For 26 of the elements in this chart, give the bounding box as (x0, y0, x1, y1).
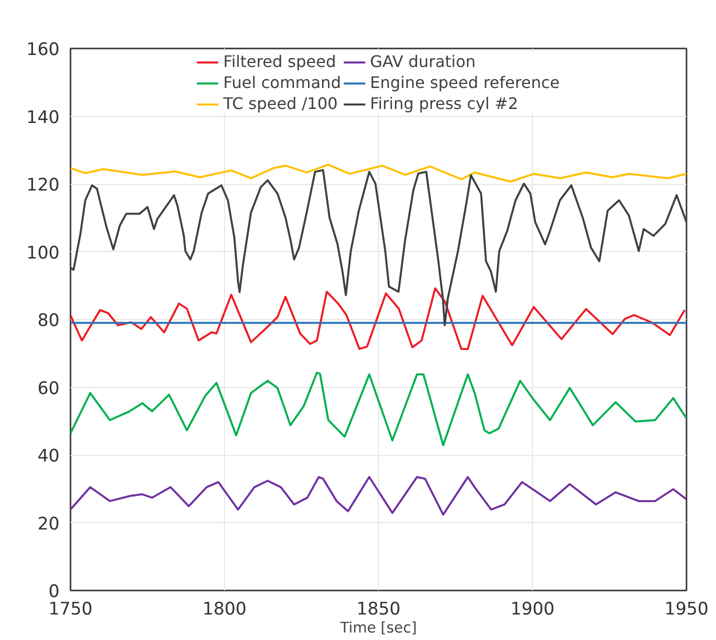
y-tick-label: 60 (37, 378, 60, 399)
x-tick-label: 1750 (48, 600, 93, 620)
legend-label: Engine speed reference (370, 73, 560, 92)
legend-label: TC speed /100 (223, 94, 338, 113)
y-tick-label: 160 (26, 40, 60, 60)
y-tick-label: 140 (26, 108, 60, 128)
y-tick-label: 100 (26, 243, 60, 264)
line-series (70, 476, 686, 516)
x-axis-title: Time [sec] (339, 620, 417, 636)
line-series (70, 164, 686, 183)
y-tick-label: 40 (37, 446, 60, 466)
line-series (70, 372, 686, 446)
line-series (70, 169, 686, 326)
legend-label: GAV duration (370, 52, 476, 71)
legend-label: Firing press cyl #2 (370, 94, 518, 113)
y-tick-label: 80 (37, 311, 60, 331)
x-tick-label: 1900 (510, 600, 555, 620)
x-tick-label: 1800 (202, 600, 247, 620)
y-tick-label: 20 (37, 514, 60, 534)
legend-label: Fuel command (223, 73, 341, 92)
y-tick-label: 120 (26, 176, 60, 196)
line-series (70, 287, 686, 350)
x-tick-label: 1950 (664, 600, 709, 620)
y-tick-label: 0 (48, 582, 60, 602)
legend-label: Filtered speed (223, 52, 336, 71)
x-tick-label: 1850 (356, 600, 401, 620)
